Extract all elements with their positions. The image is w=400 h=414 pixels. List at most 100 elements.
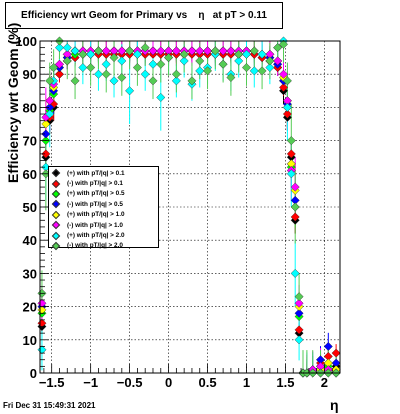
data-point	[62, 43, 72, 53]
data-point	[234, 56, 244, 66]
data-point	[279, 69, 288, 79]
data-point	[265, 56, 275, 66]
data-point	[179, 49, 189, 59]
data-point	[218, 59, 228, 69]
y-tick-label: 40	[23, 233, 37, 248]
data-point	[242, 63, 251, 73]
data-point	[290, 268, 300, 278]
x-axis-title: η	[330, 397, 339, 413]
legend-marker	[51, 168, 61, 178]
data-point	[54, 69, 64, 79]
data-point	[41, 119, 51, 129]
data-point	[62, 56, 72, 66]
data-point	[294, 298, 304, 308]
data-point	[226, 73, 236, 83]
data-point	[49, 63, 59, 73]
legend-entry: (-) with pT/|q| > 0.1	[49, 178, 158, 188]
legend-label: (-) with pT/|q| > 1.0	[67, 221, 123, 229]
legend-label: (+) with pT/|q| > 0.1	[67, 169, 125, 177]
data-point	[273, 56, 283, 66]
data-point	[179, 56, 189, 66]
data-point	[294, 325, 304, 335]
legend-label: (+) with pT/|q| > 2.0	[67, 232, 125, 240]
data-point	[195, 56, 205, 66]
x-tick-label: 1.5	[276, 375, 294, 390]
data-point	[132, 49, 142, 59]
data-point	[171, 46, 181, 56]
data-point	[226, 46, 236, 56]
data-point	[234, 49, 244, 59]
data-point	[125, 86, 135, 96]
data-point	[286, 169, 296, 179]
data-point	[70, 76, 80, 86]
data-point	[125, 46, 135, 56]
data-point	[279, 82, 288, 92]
legend-marker	[51, 200, 61, 209]
data-point	[132, 63, 142, 73]
chart-title: Efficiency wrt Geom for Primary vs η at …	[5, 2, 283, 29]
y-tick-label: 70	[23, 134, 37, 149]
legend-marker	[51, 189, 61, 199]
data-point	[45, 76, 55, 86]
data-point	[195, 46, 205, 56]
legend-entry: (+) with pT/|q| > 0.5	[49, 189, 158, 199]
data-point	[286, 149, 296, 159]
data-point	[242, 49, 251, 59]
data-point	[109, 53, 119, 63]
legend-marker	[51, 231, 61, 240]
y-tick-label: 100	[15, 34, 37, 49]
legend-entry: (+) with pT/|q| > 1.0	[49, 210, 158, 220]
data-point	[101, 46, 111, 56]
data-point	[109, 76, 119, 86]
data-point	[171, 76, 181, 86]
data-point	[101, 59, 111, 69]
data-point	[203, 66, 213, 76]
data-point	[117, 73, 127, 83]
data-point	[294, 292, 304, 302]
data-point	[282, 109, 292, 119]
y-tick-label: 0	[30, 366, 37, 381]
x-tick-label: 0	[165, 375, 172, 390]
data-point	[171, 69, 181, 79]
data-point	[148, 59, 158, 69]
data-point	[78, 63, 88, 73]
footer-date: Fri Dec 31 15:49:31 2021	[3, 401, 96, 410]
data-point	[257, 66, 267, 76]
legend-label: (+) with pT/|q| > 0.5	[67, 190, 125, 198]
x-tick-label: 0.5	[198, 375, 216, 390]
data-point	[78, 49, 88, 59]
data-point	[86, 63, 96, 73]
legend-label: (-) with pT/|q| > 0.5	[67, 200, 123, 208]
y-axis-title: Efficiency wrt Geom (%)	[5, 22, 21, 183]
data-point	[273, 43, 283, 53]
tick-labels: −1.5 −1 −0.5 0 0.5 1 1.5 2010203040506070809010…	[15, 34, 328, 390]
y-tick-label: 30	[23, 266, 37, 281]
legend-marker	[51, 220, 61, 230]
data-point	[294, 308, 304, 318]
legend-entry: (-) with pT/|q| > 2.0	[49, 241, 158, 251]
data-point	[210, 46, 220, 56]
legend-entry: (-) with pT/|q| > 1.0	[49, 220, 158, 230]
legend-entry: (+) with pT/|q| > 0.1	[49, 168, 158, 178]
y-tick-label: 50	[23, 200, 37, 215]
x-tick-label: 1	[243, 375, 250, 390]
data-point	[279, 39, 288, 49]
data-point	[54, 59, 64, 69]
data-point	[86, 49, 96, 59]
y-tick-label: 60	[23, 167, 37, 182]
y-tick-label: 10	[23, 333, 37, 348]
data-point	[282, 102, 292, 112]
data-point	[290, 182, 300, 192]
x-tick-label: −0.5	[117, 375, 143, 390]
legend-marker	[51, 210, 61, 219]
data-point	[70, 46, 80, 56]
data-point	[54, 43, 64, 53]
data-point	[45, 96, 55, 106]
data-point	[41, 129, 51, 139]
data-point	[265, 63, 275, 73]
data-point	[156, 59, 166, 69]
y-tick-label: 80	[23, 100, 37, 115]
legend-marker	[51, 241, 61, 251]
data-point	[257, 49, 267, 59]
